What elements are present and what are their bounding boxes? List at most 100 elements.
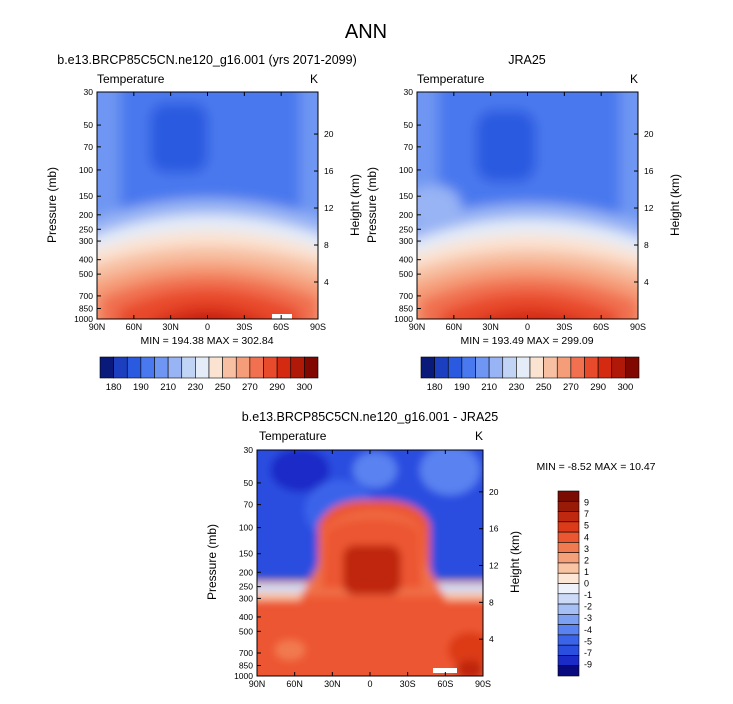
panel-obs-colorbar-label: 230 [508, 382, 524, 393]
panel-diff-colorbar-swatch [557, 572, 580, 584]
panel-model-colorbar-label: 290 [269, 382, 285, 393]
panel-model-y-tick-label: 850 [79, 303, 93, 313]
panel-diff-y-right-tick-label: 8 [489, 597, 494, 607]
panel-diff-colorbar-swatch [557, 593, 580, 605]
panel-model-colorbar-swatch [263, 356, 278, 379]
panel-diff-y-tick-label: 300 [239, 593, 253, 603]
panel-model-y-tick-label: 700 [79, 291, 93, 301]
panel-diff-colorbar-swatch [557, 603, 580, 615]
panel-model-colorbar-label: 180 [106, 382, 122, 393]
panel-diff-y-right-label: Height (km) [508, 531, 522, 593]
panel-obs-colorbar-swatch [502, 356, 517, 379]
panel-obs-field [417, 92, 638, 319]
panel-obs-colorbar-swatch [556, 356, 572, 379]
panel-model-colorbar-swatch [249, 356, 264, 379]
panel-obs: JRA25 Temperature K 90N 60N 30N 0 30S 60S 90S 3… [365, 53, 682, 393]
panel-model-colorbar-swatch [181, 356, 196, 379]
panel-diff-y-tick-label: 500 [239, 626, 253, 636]
panel-diff-colorbar-swatch [557, 583, 580, 595]
panel-model-colorbar-swatch [154, 356, 169, 379]
panel-model-y-right-tick-label: 20 [324, 129, 334, 139]
panel-diff-colorbar-label: 7 [584, 509, 589, 519]
panel-obs-colorbar-label: 210 [481, 382, 497, 393]
panel-model-y-tick-label: 100 [79, 165, 93, 175]
panel-model-colorbar-swatch [140, 356, 155, 379]
panel-obs-colorbar-swatch [597, 356, 613, 379]
panel-diff-colorbar-swatch [557, 665, 580, 677]
panel-model-y-label: Pressure (mb) [45, 167, 59, 243]
panel-obs-y-tick-label: 200 [399, 210, 413, 220]
panel-diff-colorbar-label: 1 [584, 567, 589, 577]
panel-diff-x-tick-label: 0 [367, 679, 372, 689]
panel-diff-title: b.e13.BRCP85C5CN.ne120_g16.001 - JRA25 [242, 410, 498, 424]
panel-obs-colorbar-label: 180 [427, 382, 443, 393]
panel-obs-units-label: K [630, 72, 638, 86]
panel-diff-y-tick-label: 50 [244, 478, 254, 488]
panel-model-variable-label: Temperature [97, 72, 165, 86]
panel-obs-colorbar-swatch [625, 356, 640, 379]
panel-diff-colorbar-label: 4 [584, 532, 589, 542]
panel-model-colorbar-swatch [304, 356, 319, 379]
panel-model-colorbar-swatch [167, 356, 183, 379]
panel-diff-x-tick-label: 60S [437, 679, 453, 689]
panel-obs-y-tick-label: 500 [399, 269, 413, 279]
panel-obs-stats: MIN = 193.49 MAX = 299.09 [460, 335, 593, 347]
panel-diff-y-tick-label: 850 [239, 661, 253, 671]
panel-obs-y-right-tick-label: 4 [644, 277, 649, 287]
panel-model-title: b.e13.BRCP85C5CN.ne120_g16.001 (yrs 2071… [57, 53, 357, 67]
panel-obs-x-tick-label: 60S [593, 322, 609, 332]
panel-obs-y-tick-label: 100 [399, 165, 413, 175]
panel-obs-y-tick-label: 1000 [394, 314, 413, 324]
panel-obs-x-tick-label: 30N [482, 322, 499, 332]
panel-diff-y-tick-label: 250 [239, 582, 253, 592]
panel-diff-x-tick-label: 90N [249, 679, 266, 689]
panel-diff-colorbar-swatch [557, 624, 580, 636]
panel-diff-colorbar-swatch [557, 531, 580, 543]
panel-model-colorbar-label: 210 [160, 382, 176, 393]
panel-model-y-tick-label: 150 [79, 191, 93, 201]
panel-obs-y-tick-label: 150 [399, 191, 413, 201]
panel-diff-colorbar-label: -3 [584, 613, 592, 623]
panel-diff-y-tick-label: 70 [244, 500, 254, 510]
panel-diff-colorbar-swatch [557, 634, 580, 646]
panel-obs-y-tick-label: 850 [399, 303, 413, 313]
panel-model-colorbar-label: 300 [296, 382, 312, 393]
panel-diff-y-right-tick-label: 12 [489, 561, 499, 571]
panel-diff-stats: MIN = -8.52 MAX = 10.47 [536, 461, 655, 473]
panel-obs-x-tick-label: 60N [446, 322, 463, 332]
panel-model-y-tick-label: 200 [79, 210, 93, 220]
panel-diff-y-right-tick-label: 16 [489, 524, 499, 534]
panel-obs-colorbar-label: 270 [563, 382, 579, 393]
panel-diff-colorbar-label: -9 [584, 659, 592, 669]
panel-obs-y-right-tick-label: 12 [644, 203, 654, 213]
panel-obs-title: JRA25 [508, 53, 546, 67]
panel-obs-y-tick-label: 70 [404, 142, 414, 152]
panel-model-x-tick-label: 60N [126, 322, 143, 332]
panel-diff-colorbar-swatch [557, 542, 580, 553]
panel-model-y-tick-label: 250 [79, 224, 93, 234]
panel-diff-colorbar-label: 2 [584, 555, 589, 565]
panel-obs-y-label: Pressure (mb) [365, 167, 379, 243]
panel-diff-colorbar-swatch [557, 614, 580, 625]
figure-title: ANN [345, 21, 387, 43]
panel-diff-colorbar-swatch [557, 562, 580, 574]
panel-model-colorbar-swatch [276, 356, 292, 379]
panel-obs-y-tick-label: 400 [399, 255, 413, 265]
panel-obs-colorbar-swatch [447, 356, 463, 379]
panel-diff-colorbar-swatch [557, 644, 580, 656]
panel-diff-colorbar-label: -4 [584, 625, 592, 635]
panel-model-colorbar-label: 230 [187, 382, 203, 393]
panel-obs-colorbar-swatch [420, 356, 435, 379]
panel-obs-y-right-label: Height (km) [668, 174, 682, 236]
panel-model-y-tick-label: 300 [79, 236, 93, 246]
panel-obs-y-right-tick-label: 8 [644, 240, 649, 250]
panel-model-y-tick-label: 70 [84, 142, 94, 152]
panel-obs-colorbar-label: 300 [617, 382, 633, 393]
panel-diff-colorbar-label: 9 [584, 498, 589, 508]
panel-diff-colorbar-swatch [557, 655, 580, 667]
panel-model-colorbar-swatch [113, 356, 128, 379]
panel-obs-colorbar-swatch [543, 356, 558, 379]
panel-diff-y-tick-label: 30 [244, 445, 254, 455]
panel-model-field [97, 92, 318, 319]
